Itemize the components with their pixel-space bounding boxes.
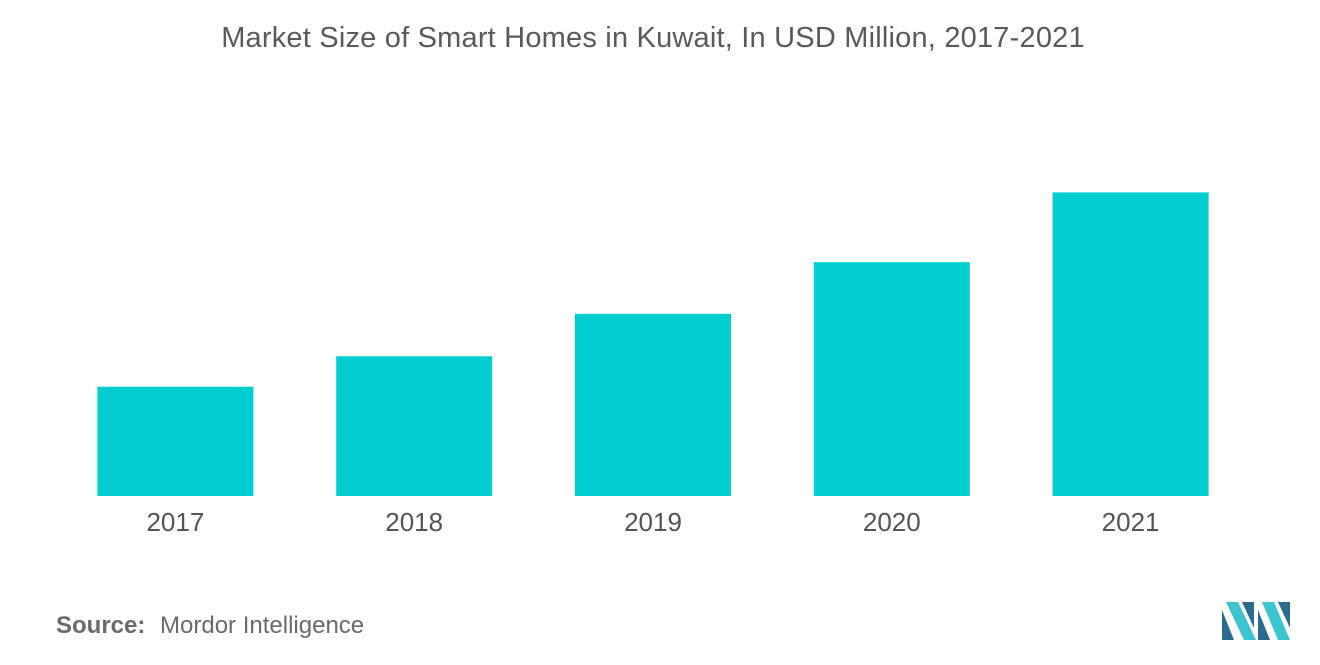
bar-2018 xyxy=(336,356,493,496)
x-tick-label-2021: 2021 xyxy=(1102,507,1160,537)
bar-2019 xyxy=(575,313,731,496)
x-tick-label-2020: 2020 xyxy=(863,507,921,537)
bar-2021 xyxy=(1052,192,1209,496)
source-label: Source: xyxy=(56,612,146,639)
x-axis-tick-labels: 2017 2018 2019 2020 2021 xyxy=(146,507,1159,537)
source-note: Source: Mordor Intelligence xyxy=(56,612,364,640)
x-tick-label-2018: 2018 xyxy=(385,507,443,537)
bar-2017 xyxy=(97,386,254,496)
bar-2020 xyxy=(813,262,970,496)
source-value: Mordor Intelligence xyxy=(160,612,365,639)
mordor-intelligence-logo-icon xyxy=(1222,602,1290,640)
bars-group xyxy=(97,192,1209,496)
chart-title: Market Size of Smart Homes in Kuwait, In… xyxy=(221,22,1085,54)
x-tick-label-2019: 2019 xyxy=(624,507,682,537)
x-tick-label-2017: 2017 xyxy=(146,507,204,537)
